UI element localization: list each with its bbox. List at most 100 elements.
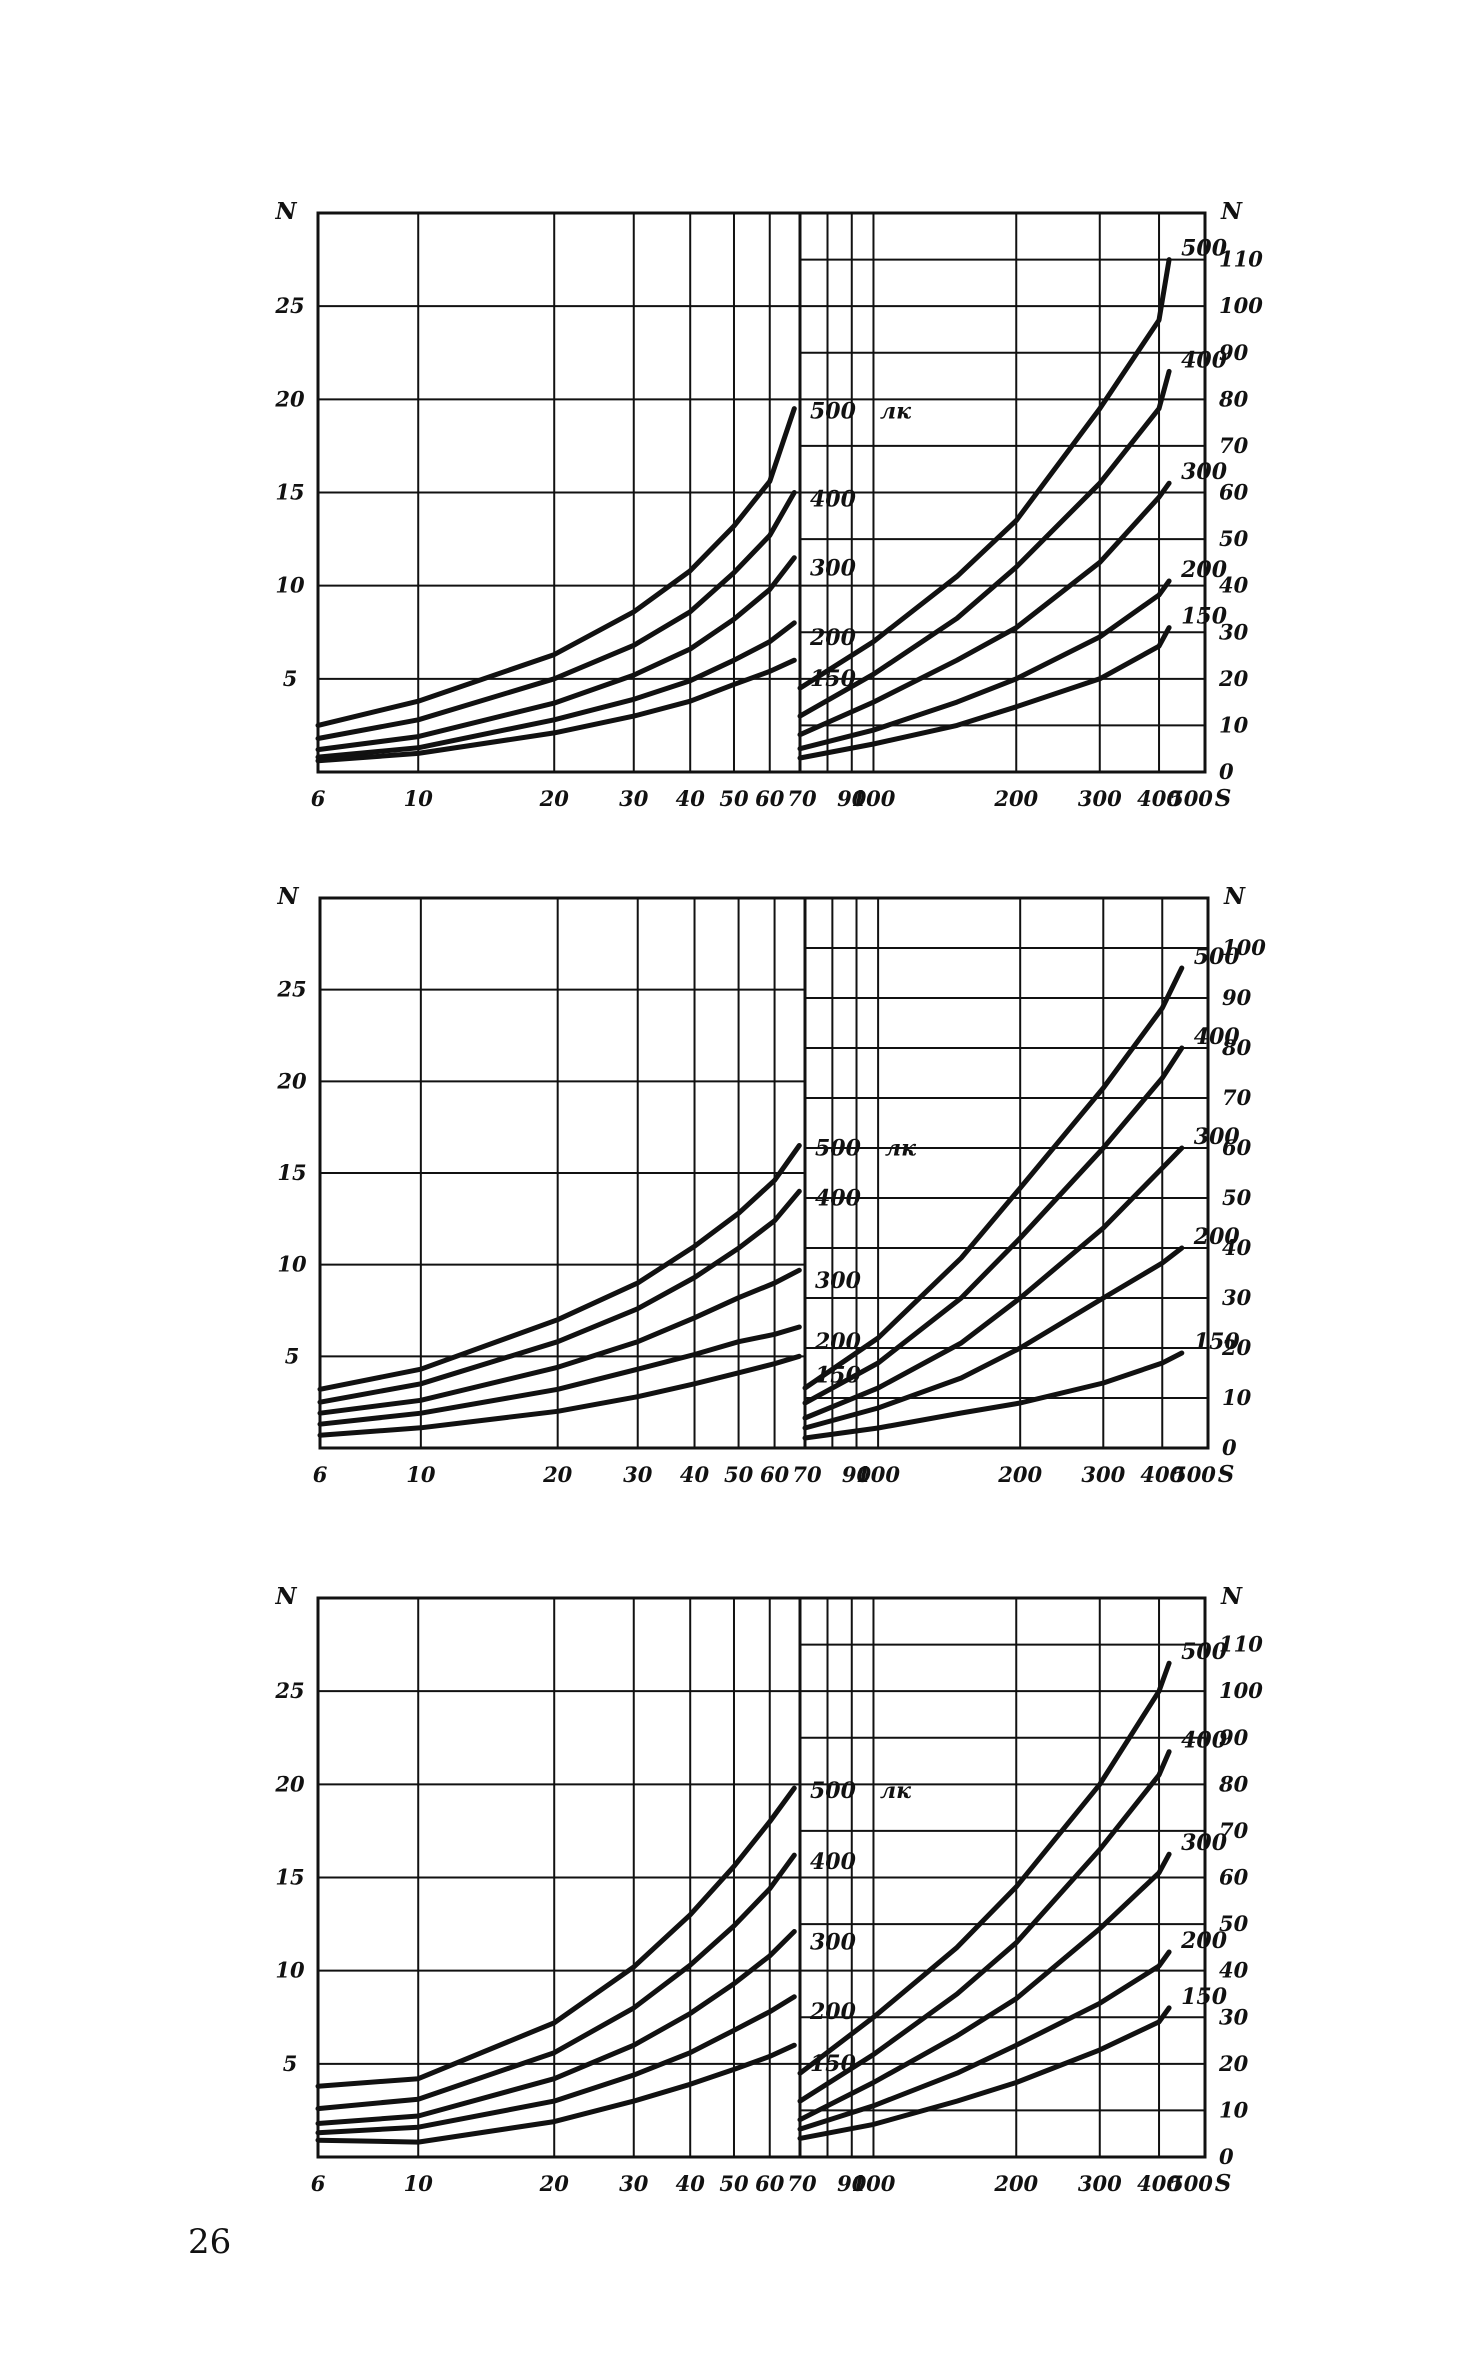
x-tick-label: 20 <box>539 786 570 811</box>
y-tick-label-right: 0 <box>1219 2144 1234 2169</box>
series-label-left: 400 <box>815 1185 862 1211</box>
y-tick-label-left: 5 <box>285 1343 300 1368</box>
series-line-right-300 <box>797 1851 1172 2123</box>
y-tick-label-right: 50 <box>1219 1911 1249 1936</box>
x-tick-label: 40 <box>676 2171 706 2196</box>
y-tick-label-right: 90 <box>1222 985 1252 1010</box>
x-tick-label: 100 <box>856 1462 900 1487</box>
series-line-left-300 <box>315 1929 797 2126</box>
x-tick-label: 300 <box>1081 1462 1125 1487</box>
x-axis-label: S <box>1215 2170 1232 2197</box>
x-tick-label: 60 <box>755 786 785 811</box>
y-tick-label-right: 110 <box>1219 1632 1263 1657</box>
series-line-left-400 <box>317 1188 802 1405</box>
series-line-right-150 <box>797 2005 1172 2141</box>
x-tick-label: 6 <box>311 786 326 811</box>
series-label-left: 400 <box>810 1849 857 1875</box>
y-tick-label-right: 40 <box>1219 1958 1249 1983</box>
series-line-left-500 <box>315 1785 797 2089</box>
y-axis-label-left: N <box>274 198 297 225</box>
y-tick-label-right: 100 <box>1222 935 1266 960</box>
x-tick-label: 60 <box>755 2171 785 2196</box>
y-tick-label-right: 60 <box>1219 480 1249 505</box>
x-tick-label: 20 <box>542 1462 573 1487</box>
y-tick-label-right: 70 <box>1219 1818 1249 1843</box>
series-label-right: 200 <box>1180 557 1228 583</box>
y-tick-label-left: 25 <box>274 293 304 318</box>
x-tick-label: 10 <box>404 786 434 811</box>
x-tick-label: 30 <box>619 2171 649 2196</box>
x-tick-label: 70 <box>792 1462 822 1487</box>
y-tick-label-left: 20 <box>274 1771 305 1796</box>
series-label-right: 200 <box>1193 1224 1241 1250</box>
series-label-left: 200 <box>814 1329 862 1355</box>
series-label-right: 500 <box>1181 236 1228 262</box>
x-tick-label: 300 <box>1078 786 1122 811</box>
x-tick-label: 10 <box>404 2171 434 2196</box>
series-label-right: 300 <box>1181 1830 1228 1856</box>
series-line-left-300 <box>315 555 797 753</box>
series-line-right-400 <box>797 368 1172 719</box>
series-line-right-150 <box>797 625 1172 761</box>
x-tick-label: 400 <box>1137 786 1181 811</box>
series-line-right-500 <box>797 257 1172 691</box>
x-tick-label: 70 <box>787 786 817 811</box>
y-tick-label-right: 20 <box>1221 1335 1252 1360</box>
series-label-right: 500 <box>1181 1639 1228 1665</box>
x-tick-label: 90 <box>837 786 867 811</box>
y-axis-label-left: N <box>276 883 299 910</box>
series-line-left-150 <box>315 657 797 764</box>
series-line-right-300 <box>802 1145 1185 1421</box>
plot-frame <box>316 1596 1207 2159</box>
y-tick-label-right: 80 <box>1221 1035 1252 1060</box>
y-tick-label-right: 110 <box>1219 247 1263 272</box>
series-line-right-500 <box>802 965 1185 1391</box>
x-tick-label: 40 <box>676 786 706 811</box>
x-tick-label: 6 <box>313 1462 328 1487</box>
unit-label: лк <box>885 1136 916 1162</box>
series-label-left: 150 <box>815 1362 862 1388</box>
series-label-right: 200 <box>1180 1928 1228 1954</box>
x-tick-label: 60 <box>760 1462 790 1487</box>
series-label-left: 500 <box>815 1136 862 1162</box>
y-tick-label-right: 10 <box>1219 712 1249 737</box>
series-line-right-300 <box>797 480 1172 738</box>
y-tick-label-right: 80 <box>1218 1771 1249 1796</box>
y-tick-label-right: 0 <box>1222 1435 1237 1460</box>
x-tick-label: 200 <box>993 786 1038 811</box>
series-label-right: 400 <box>1194 1024 1241 1050</box>
y-tick-label-right: 80 <box>1218 386 1249 411</box>
series-line-right-500 <box>797 1660 1172 2076</box>
plot-frame <box>316 211 1207 774</box>
series-line-left-500 <box>317 1143 802 1392</box>
x-tick-label: 500 <box>1169 2171 1213 2196</box>
x-tick-label: 10 <box>406 1462 436 1487</box>
x-tick-label: 500 <box>1172 1462 1216 1487</box>
x-tick-label: 40 <box>680 1462 710 1487</box>
y-axis-label-right: N <box>1220 1583 1243 1610</box>
series-label-left: 150 <box>810 2051 857 2077</box>
y-tick-label-right: 50 <box>1222 1185 1252 1210</box>
x-tick-label: 30 <box>619 786 649 811</box>
y-tick-label-left: 25 <box>274 1678 304 1703</box>
x-axis-label: S <box>1215 785 1232 812</box>
series-label-left: 300 <box>810 1930 857 1956</box>
y-tick-label-right: 90 <box>1219 1725 1249 1750</box>
x-tick-label: 30 <box>623 1462 653 1487</box>
y-tick-label-right: 60 <box>1219 1865 1249 1890</box>
y-tick-label-right: 100 <box>1219 1678 1263 1703</box>
series-label-right: 300 <box>1194 1124 1241 1150</box>
y-tick-label-left: 15 <box>277 1160 306 1185</box>
y-tick-label-left: 10 <box>277 1252 307 1277</box>
y-tick-label-left: 20 <box>276 1068 307 1093</box>
page-number: 26 <box>188 2222 232 2262</box>
x-tick-label: 70 <box>787 2171 817 2196</box>
x-tick-label: 100 <box>852 786 896 811</box>
y-tick-label-right: 60 <box>1222 1135 1252 1160</box>
series-line-right-200 <box>797 1949 1172 2132</box>
series-line-left-150 <box>317 1353 802 1438</box>
series-label-right: 150 <box>1181 1984 1228 2010</box>
x-tick-label: 90 <box>842 1462 872 1487</box>
